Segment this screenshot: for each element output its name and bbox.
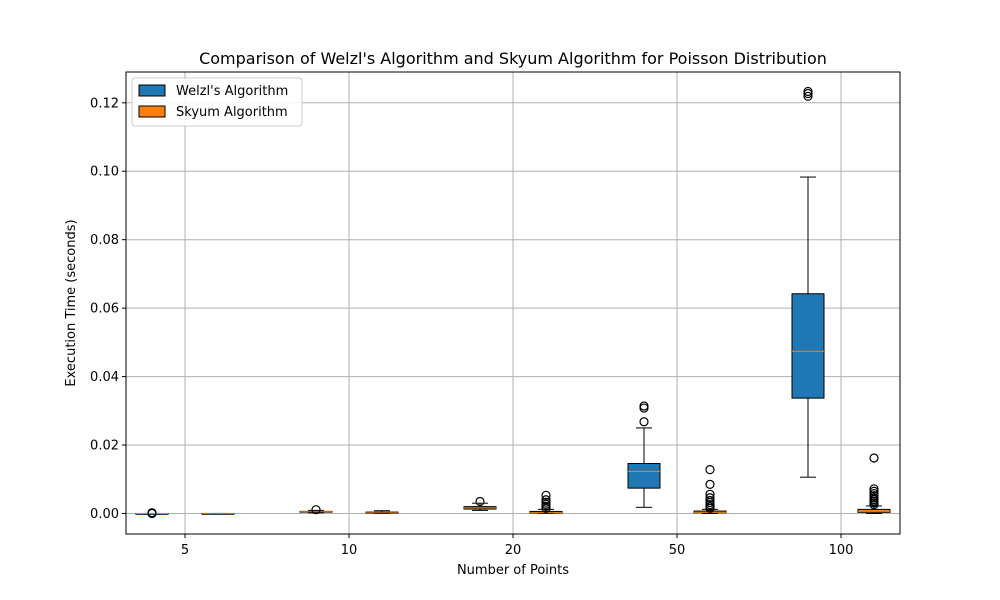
flier-point: [803, 86, 813, 97]
flier-point: [475, 496, 485, 507]
y-tick-label: 0.00: [90, 507, 119, 522]
x-tick-label: 10: [341, 543, 358, 558]
chart-title: Comparison of Welzl's Algorithm and Skyu…: [199, 49, 827, 68]
x-axis-label: Number of Points: [457, 563, 569, 578]
flier-point: [869, 489, 879, 499]
box-welzl-5: [135, 508, 169, 519]
flier-point: [705, 479, 715, 489]
flier-point: [147, 508, 157, 518]
box-welzl-100: [791, 86, 825, 478]
axis-ticks: 0.00 0.02 0.04 0.06 0.08 0.10 0.12 5 10 20 50 100: [90, 96, 853, 558]
flier-point: [705, 493, 715, 503]
y-tick-label: 0.04: [90, 370, 119, 385]
box-marks: [135, 86, 891, 519]
box-welzl-50: [627, 401, 661, 508]
flier-point: [869, 486, 879, 496]
flier-point: [869, 453, 879, 463]
flier-point: [541, 497, 551, 507]
box-welzl-10: [299, 505, 333, 515]
legend: Welzl's Algorithm Skyum Algorithm: [131, 77, 303, 127]
flier-point: [541, 490, 551, 500]
box-iqr: [791, 293, 825, 399]
box-iqr: [627, 463, 661, 489]
legend-label-skyum: Skyum Algorithm: [176, 105, 288, 120]
grid-lines: [126, 72, 900, 534]
legend-swatch-welzl: [138, 84, 166, 97]
flier-point: [705, 465, 715, 475]
flier-point: [705, 489, 715, 499]
y-tick-label: 0.02: [90, 439, 119, 454]
flier-point: [541, 495, 551, 505]
legend-frame: [131, 77, 303, 127]
legend-label-welzl: Welzl's Algorithm: [176, 84, 288, 99]
y-tick-label: 0.10: [90, 165, 119, 180]
x-tick-label: 5: [181, 543, 189, 558]
flier-point: [639, 401, 649, 411]
flier-point: [639, 417, 649, 427]
y-tick-label: 0.12: [90, 96, 119, 111]
legend-swatch-skyum: [138, 105, 166, 118]
box-skyum-20: [529, 490, 563, 514]
box-skyum-50: [693, 465, 727, 514]
box-skyum-100: [857, 453, 891, 514]
x-tick-label: 100: [829, 543, 854, 558]
y-tick-label: 0.06: [90, 302, 119, 317]
flier-point: [803, 91, 813, 101]
box-welzl-20: [463, 496, 497, 511]
box-skyum-10: [365, 510, 399, 514]
x-tick-label: 50: [669, 543, 686, 558]
box-skyum-5: [201, 512, 235, 515]
x-tick-label: 20: [505, 543, 522, 558]
y-axis-label: Execution Time (seconds): [64, 219, 79, 386]
flier-point: [705, 495, 715, 506]
flier-point: [311, 505, 321, 515]
y-tick-label: 0.08: [90, 233, 119, 248]
box-iqr: [857, 508, 891, 513]
flier-point: [869, 484, 879, 494]
